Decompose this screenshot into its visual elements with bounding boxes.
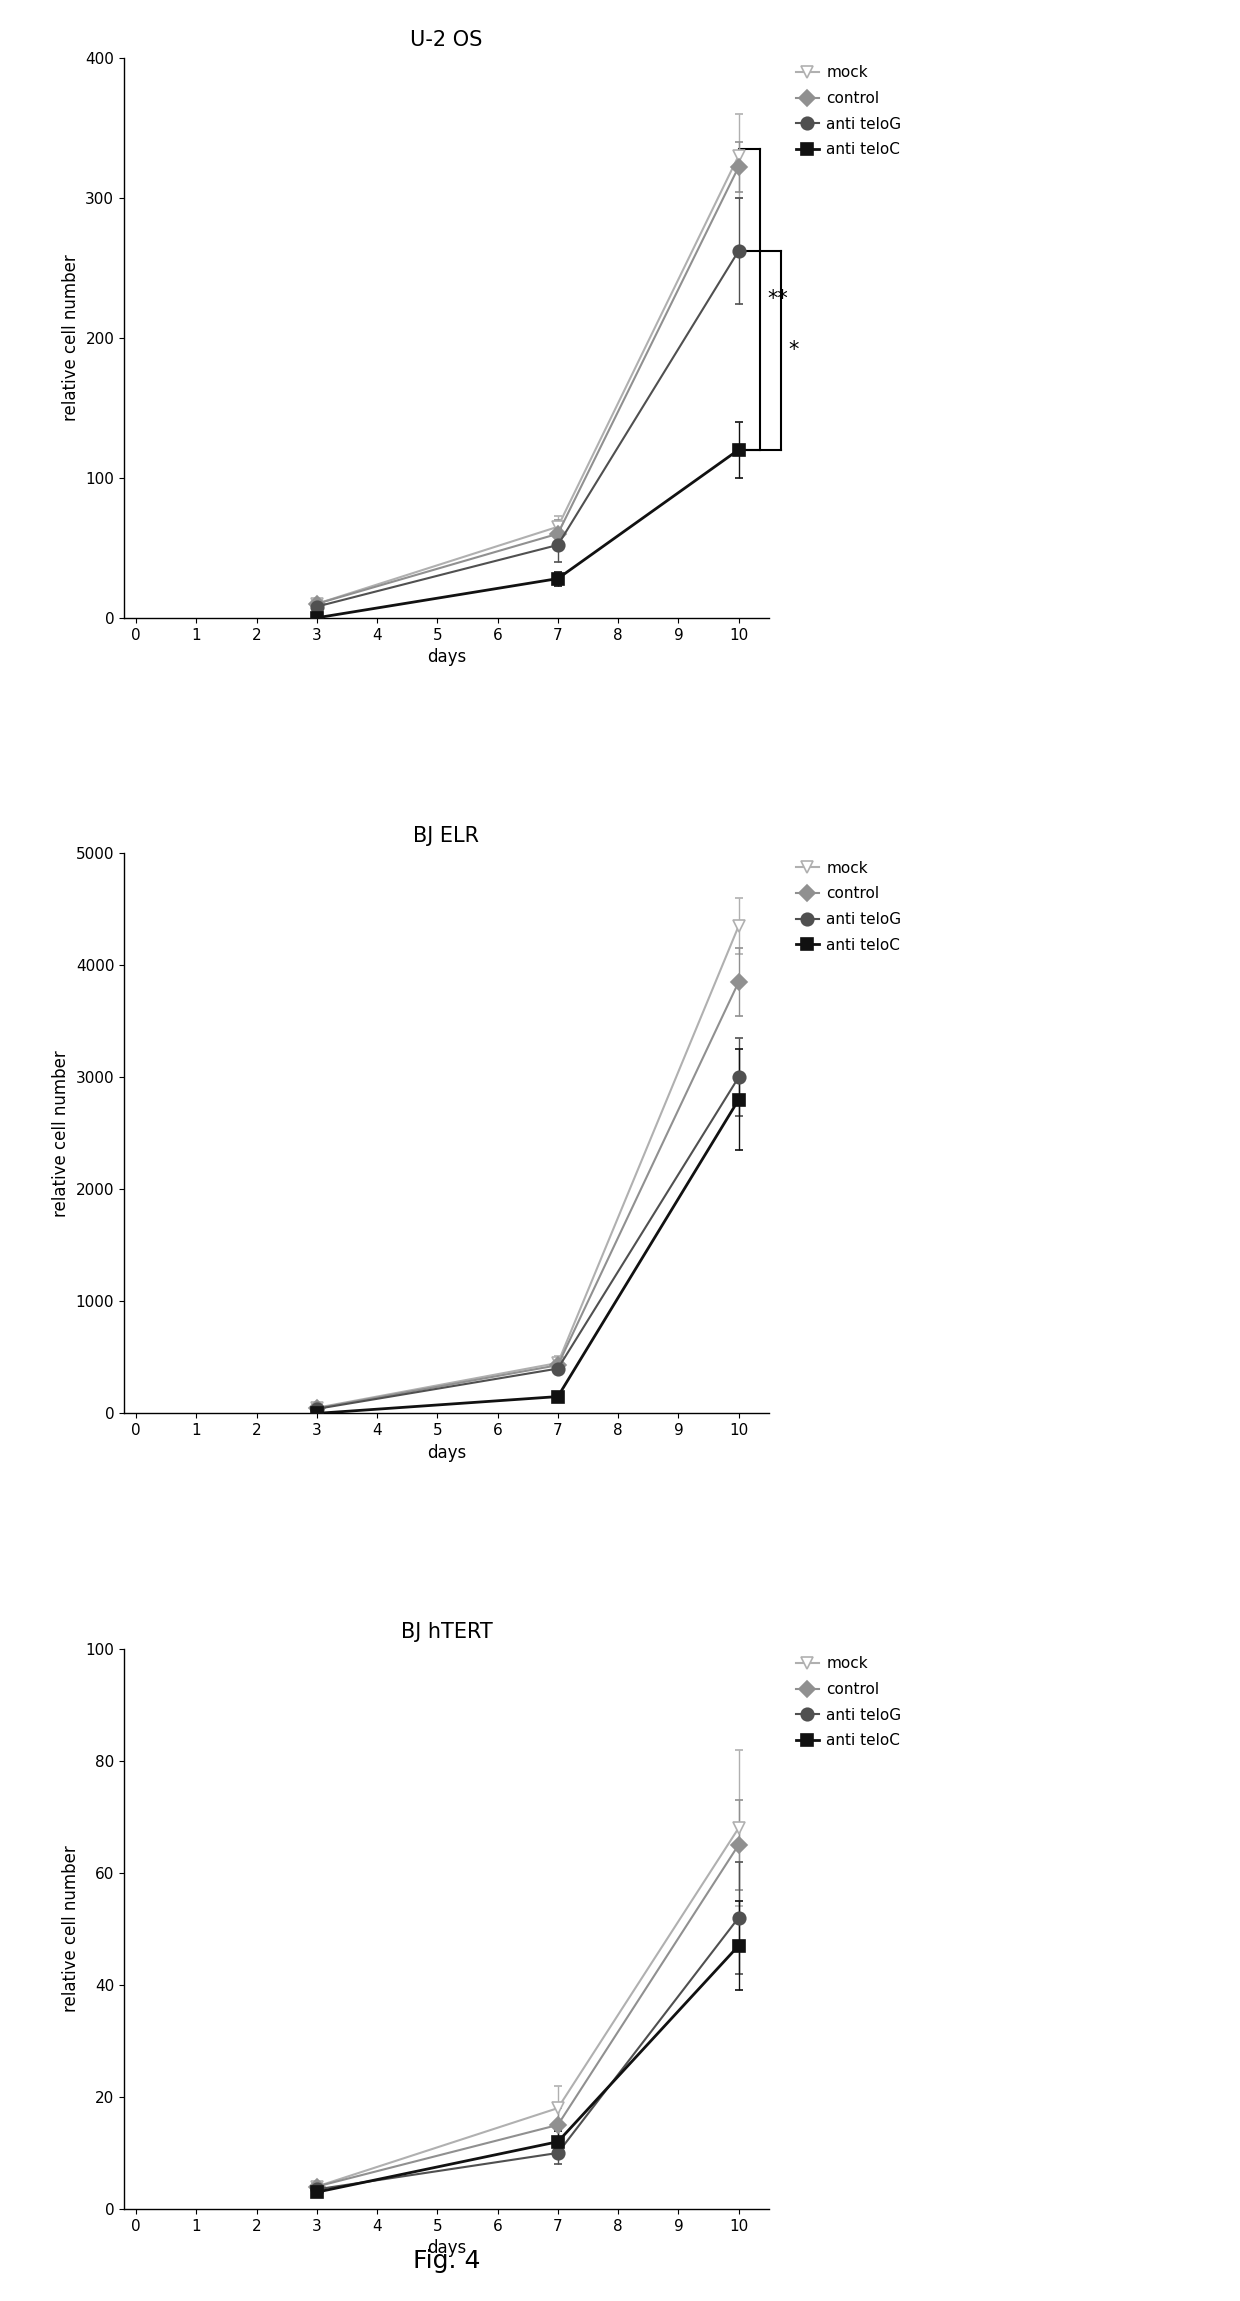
X-axis label: days: days <box>427 1443 466 1461</box>
Title: BJ hTERT: BJ hTERT <box>401 1622 492 1641</box>
Legend: mock, control, anti teloG, anti teloC: mock, control, anti teloG, anti teloC <box>796 1657 901 1749</box>
Y-axis label: relative cell number: relative cell number <box>52 1049 71 1217</box>
Title: U-2 OS: U-2 OS <box>410 30 482 51</box>
Text: **: ** <box>768 290 787 308</box>
Legend: mock, control, anti teloG, anti teloC: mock, control, anti teloG, anti teloC <box>796 64 901 156</box>
Y-axis label: relative cell number: relative cell number <box>62 255 79 421</box>
X-axis label: days: days <box>427 649 466 665</box>
X-axis label: days: days <box>427 2239 466 2257</box>
Text: *: * <box>789 341 799 361</box>
Title: BJ ELR: BJ ELR <box>413 826 480 847</box>
Legend: mock, control, anti teloG, anti teloC: mock, control, anti teloG, anti teloC <box>796 861 901 953</box>
Text: Fig. 4: Fig. 4 <box>413 2250 480 2273</box>
Y-axis label: relative cell number: relative cell number <box>62 1845 79 2011</box>
